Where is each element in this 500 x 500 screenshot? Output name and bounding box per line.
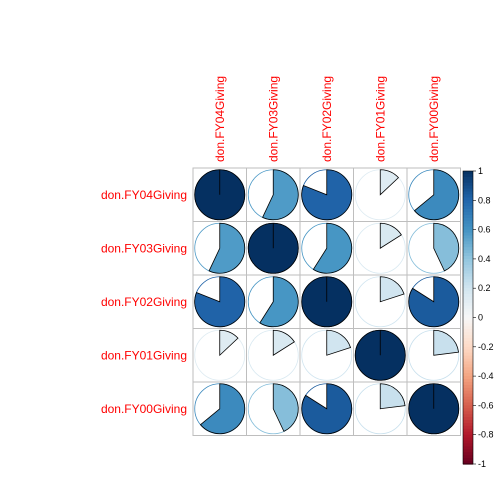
pie-don.FY03Giving-don.FY01Giving — [354, 222, 406, 274]
pie-don.FY01Giving-don.FY01Giving — [354, 329, 406, 381]
pie-slice — [408, 276, 460, 328]
pie-slice — [262, 169, 299, 221]
pie-don.FY03Giving-don.FY00Giving — [408, 222, 460, 274]
legend-tick-label: 0 — [478, 313, 483, 323]
legend-tick-label: 0.6 — [478, 225, 491, 235]
row-label: don.FY00Giving — [101, 402, 187, 416]
row-label: don.FY01Giving — [101, 348, 187, 362]
pie-slice — [379, 222, 402, 249]
pie-slice — [312, 222, 353, 274]
row-label: don.FY02Giving — [101, 295, 187, 309]
pie-don.FY02Giving-don.FY01Giving — [354, 276, 406, 328]
variable-labels: don.FY04Giving don.FY03Giving don.FY02Givi… — [101, 76, 441, 416]
pie-don.FY01Giving-don.FY00Giving — [408, 329, 460, 381]
pie-slice — [301, 383, 353, 435]
row-label: don.FY04Giving — [101, 188, 187, 202]
pie-slice — [379, 276, 405, 303]
legend-tick-label: 0.8 — [478, 195, 491, 205]
pie-slice — [272, 329, 295, 356]
pie-don.FY01Giving-don.FY02Giving — [301, 329, 353, 381]
pie-don.FY02Giving-don.FY04Giving — [194, 276, 246, 328]
pie-don.FY03Giving-don.FY03Giving — [247, 222, 299, 274]
pie-don.FY02Giving-don.FY03Giving — [247, 276, 299, 328]
grid-cell — [406, 381, 461, 436]
pie-don.FY00Giving-don.FY01Giving — [354, 383, 406, 435]
pie-don.FY02Giving-don.FY02Giving — [301, 276, 353, 328]
pie-don.FY04Giving-don.FY01Giving — [354, 169, 406, 221]
column-label: don.FY04Giving — [213, 76, 227, 162]
pie-slice — [433, 222, 460, 272]
pie-slice — [301, 169, 353, 221]
pie-don.FY01Giving-don.FY03Giving — [247, 329, 299, 381]
pie-slice — [379, 169, 400, 196]
pie-don.FY04Giving-don.FY03Giving — [247, 169, 299, 221]
legend-tick-label: 1 — [478, 166, 483, 176]
pie-don.FY04Giving-don.FY04Giving — [194, 169, 246, 221]
pie-cells — [194, 169, 460, 435]
pie-slice — [326, 329, 352, 356]
pie-slice — [199, 383, 246, 435]
legend-tick-label: 0.4 — [478, 254, 491, 264]
legend-tick-label: 0.2 — [478, 283, 491, 293]
pie-slice — [433, 329, 459, 356]
legend-tick-label: -0.6 — [478, 400, 494, 410]
column-label: don.FY03Giving — [266, 76, 280, 162]
pie-don.FY03Giving-don.FY02Giving — [301, 222, 353, 274]
pie-slice — [194, 276, 246, 328]
plot-grid — [192, 167, 461, 436]
row-label: don.FY03Giving — [101, 241, 187, 255]
pie-don.FY00Giving-don.FY02Giving — [301, 383, 353, 435]
pie-don.FY04Giving-don.FY00Giving — [408, 169, 460, 221]
legend-tick-label: -0.8 — [478, 430, 494, 440]
column-label: don.FY01Giving — [373, 76, 387, 162]
pie-slice — [413, 169, 460, 221]
pie-slice — [272, 383, 299, 432]
pie-don.FY04Giving-don.FY02Giving — [301, 169, 353, 221]
pie-slice — [259, 276, 299, 328]
color-legend: 1 0.8 0.6 0.4 0.2 0 -0.2 -0.4 -0.6 -0.8 -1 — [462, 166, 494, 469]
column-label: don.FY02Giving — [320, 76, 334, 162]
pie-don.FY00Giving-don.FY00Giving — [408, 383, 460, 435]
column-label: don.FY00Giving — [427, 76, 441, 162]
pie-slice — [379, 383, 406, 410]
pie-don.FY00Giving-don.FY04Giving — [194, 383, 246, 435]
legend-tick-label: -1 — [478, 459, 486, 469]
pie-slice — [219, 329, 239, 357]
pie-don.FY02Giving-don.FY00Giving — [408, 276, 460, 328]
pie-don.FY00Giving-don.FY03Giving — [247, 383, 299, 435]
pie-don.FY01Giving-don.FY04Giving — [194, 329, 246, 381]
legend-tick-label: -0.4 — [478, 371, 494, 381]
legend-tick-label: -0.2 — [478, 342, 494, 352]
pie-slice — [208, 222, 246, 274]
pie-don.FY03Giving-don.FY04Giving — [194, 222, 246, 274]
